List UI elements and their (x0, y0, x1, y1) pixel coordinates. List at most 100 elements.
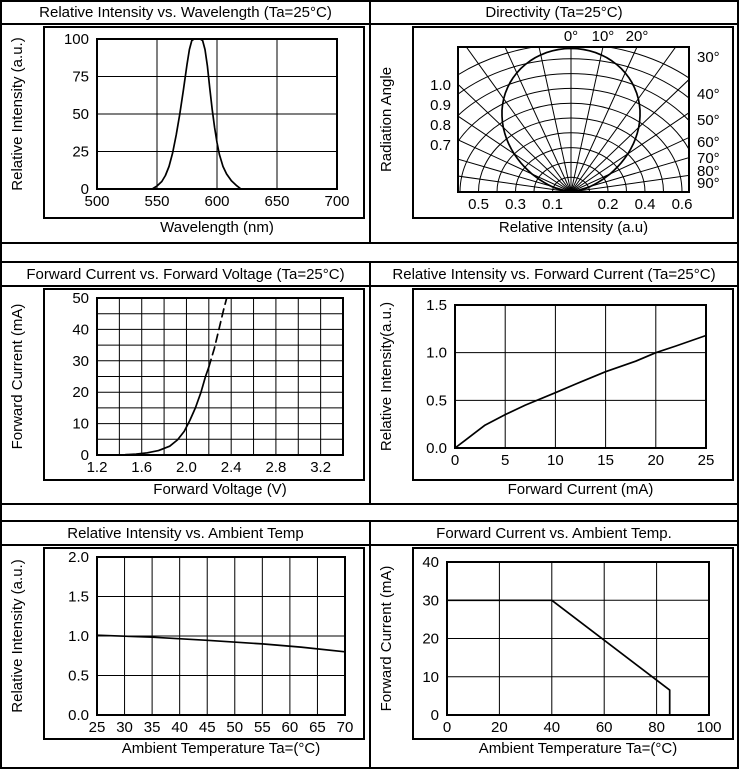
gridlines (97, 298, 343, 455)
svg-text:0.8: 0.8 (430, 117, 451, 134)
svg-text:Radiation Angle: Radiation Angle (378, 67, 395, 172)
svg-text:0.5: 0.5 (68, 668, 89, 685)
tick-labels: 0 20 40 60 80 100 0 10 20 30 40 (422, 554, 721, 736)
svg-text:65: 65 (309, 719, 326, 736)
svg-text:0.1: 0.1 (542, 196, 563, 213)
tick-labels: 0 5 10 15 20 25 0.0 0.5 1.0 1.5 (426, 297, 714, 469)
gridlines (455, 305, 706, 448)
chart-frame (412, 547, 734, 740)
svg-text:0.0: 0.0 (68, 707, 89, 724)
svg-text:0: 0 (81, 181, 89, 198)
chart-title-directivity: Directivity (Ta=25°C) (371, 2, 737, 25)
svg-text:2.4: 2.4 (221, 459, 242, 476)
svg-text:1.2: 1.2 (87, 459, 108, 476)
chart-curves (151, 38, 242, 190)
panel-ri-if: Relative Intensity vs. Forward Current (… (371, 263, 737, 503)
chart-row-1: Relative Intensity vs. Wavelength (Ta=25… (2, 2, 737, 242)
panel-if-ta: Forward Current vs. Ambient Temp. 0 20 40 6… (371, 522, 737, 767)
svg-text:600: 600 (204, 193, 229, 210)
svg-text:30: 30 (72, 353, 89, 370)
svg-text:20°: 20° (626, 28, 649, 45)
svg-text:0: 0 (451, 452, 459, 469)
svg-text:0.3: 0.3 (505, 196, 526, 213)
svg-text:55: 55 (254, 719, 271, 736)
svg-text:40°: 40° (697, 86, 720, 103)
tick-labels: 25 30 35 40 45 50 55 60 65 70 0.0 0.5 1.0 1.5 2.0 (68, 549, 353, 736)
chart-title-spectrum: Relative Intensity vs. Wavelength (Ta=25… (2, 2, 369, 25)
svg-text:0.0: 0.0 (426, 440, 447, 457)
chart-svg-ri-ta: 25 30 35 40 45 50 55 60 65 70 0.0 0.5 1.0 1.5 2.0 Ambie… (9, 547, 365, 757)
chart-frame (412, 288, 734, 481)
svg-text:30: 30 (422, 592, 439, 609)
gridlines (97, 39, 337, 189)
svg-text:20: 20 (422, 631, 439, 648)
svg-text:80°: 80° (697, 163, 720, 180)
chart-curves (96, 634, 346, 653)
svg-text:40: 40 (422, 554, 439, 571)
chart-body-ri-if: 0 5 10 15 20 25 0.0 0.5 1.0 1.5 Forward Current (m… (371, 287, 737, 503)
chart-body-if-ta: 0 20 40 60 80 100 0 10 20 30 40 Ambient Temperature… (371, 546, 737, 767)
svg-text:500: 500 (84, 193, 109, 210)
plot-area-border (96, 297, 344, 456)
svg-text:Relative Intensity (a.u.): Relative Intensity (a.u.) (9, 559, 26, 712)
chart-body-directivity: 0° 10° 20° 30° 40° 50° 60° 70° 80° 90° 1.0 0.9 0.8 0.… (371, 25, 737, 242)
svg-text:10°: 10° (592, 28, 615, 45)
panel-vf: Forward Current vs. Forward Voltage (Ta=… (2, 263, 371, 503)
gridlines (97, 557, 345, 715)
chart-title-ri-ta: Relative Intensity vs. Ambient Temp (2, 522, 369, 546)
polar-labels: 0° 10° 20° 30° 40° 50° 60°70°80°90° 1.0 0.9 0.8 0.… (430, 28, 720, 213)
chart-body-vf: 1.2 1.6 2.0 2.4 2.8 3.2 0 10 20 30 40 50 Forward Vol… (2, 287, 369, 503)
svg-text:0.9: 0.9 (430, 97, 451, 114)
svg-text:0.7: 0.7 (430, 137, 451, 154)
svg-text:70°: 70° (697, 150, 720, 167)
svg-text:2.8: 2.8 (265, 459, 286, 476)
chart-curve-ri-vs-ta (96, 634, 346, 653)
svg-text:100: 100 (64, 31, 89, 48)
plot-area-border (96, 38, 338, 190)
chart-svg-vf: 1.2 1.6 2.0 2.4 2.8 3.2 0 10 20 30 40 50 Forward Vol… (9, 288, 365, 498)
chart-frame (412, 26, 734, 219)
tick-labels: 500 550 600 650 700 0 25 50 75 100 (64, 31, 350, 210)
chart-curve-relative-intensity (151, 38, 242, 190)
svg-text:0°: 0° (564, 28, 578, 45)
svg-text:15: 15 (597, 452, 614, 469)
svg-text:0.5: 0.5 (468, 196, 489, 213)
svg-text:0: 0 (443, 719, 451, 736)
svg-text:60: 60 (282, 719, 299, 736)
gridlines (447, 562, 709, 715)
chart-title-vf: Forward Current vs. Forward Voltage (Ta=… (2, 263, 369, 287)
svg-text:Ambient Temperature Ta=(°C): Ambient Temperature Ta=(°C) (122, 740, 320, 757)
svg-text:0.5: 0.5 (426, 392, 447, 409)
chart-curve-iv-curve-solid (96, 366, 210, 456)
svg-text:30: 30 (116, 719, 133, 736)
chart-curves (96, 297, 228, 456)
svg-text:1.0: 1.0 (426, 345, 447, 362)
chart-curve-radiation-lobe (501, 47, 641, 192)
chart-row-2: Forward Current vs. Forward Voltage (Ta=… (2, 263, 737, 503)
tick-labels: 1.2 1.6 2.0 2.4 2.8 3.2 0 10 20 30 40 50 (72, 290, 331, 476)
panel-spectrum: Relative Intensity vs. Wavelength (Ta=25… (2, 2, 371, 242)
svg-text:90°: 90° (697, 175, 720, 192)
svg-text:30°: 30° (697, 49, 720, 66)
plot-area-border (446, 561, 710, 716)
svg-text:Ambient Temperature Ta=(°C): Ambient Temperature Ta=(°C) (479, 740, 677, 757)
svg-text:10: 10 (547, 452, 564, 469)
svg-text:40: 40 (72, 321, 89, 338)
chart-body-ri-ta: 25 30 35 40 45 50 55 60 65 70 0.0 0.5 1.0 1.5 2.0 Ambie… (2, 546, 369, 767)
svg-text:0: 0 (81, 447, 89, 464)
svg-text:Relative Intensity (a.u.): Relative Intensity (a.u.) (9, 37, 26, 190)
svg-text:Forward Voltage (V): Forward Voltage (V) (153, 481, 286, 498)
svg-text:50: 50 (72, 290, 89, 307)
svg-text:Forward Current (mA): Forward Current (mA) (508, 481, 654, 498)
svg-text:Relative Intensity (a.u): Relative Intensity (a.u) (499, 219, 648, 236)
polar-grid (458, 47, 689, 192)
chart-body-spectrum: 500 550 600 650 700 0 25 50 75 100 Wavelength (nm)… (2, 25, 369, 242)
svg-text:Wavelength (nm): Wavelength (nm) (160, 219, 274, 236)
chart-svg-ri-if: 0 5 10 15 20 25 0.0 0.5 1.0 1.5 Forward Current (m… (378, 288, 734, 498)
svg-text:1.0: 1.0 (68, 628, 89, 645)
svg-text:1.0: 1.0 (430, 77, 451, 94)
svg-text:50: 50 (226, 719, 243, 736)
svg-text:Relative Intensity(a.u.): Relative Intensity(a.u.) (378, 302, 395, 451)
chart-frame (43, 547, 365, 740)
